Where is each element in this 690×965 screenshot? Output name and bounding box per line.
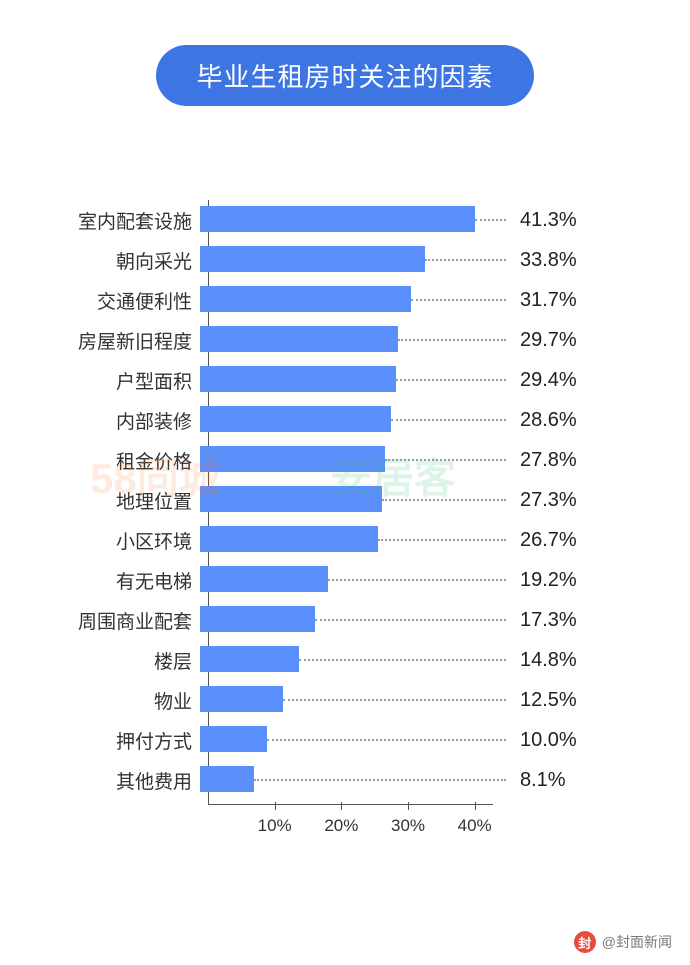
- category-label: 物业: [60, 687, 200, 714]
- value-label: 28.6%: [520, 409, 577, 432]
- bar-row: 朝向采光 33.8%: [60, 240, 640, 280]
- value-label: 27.8%: [520, 449, 577, 472]
- category-label: 有无电梯: [60, 567, 200, 594]
- value-label: 14.8%: [520, 649, 577, 672]
- category-label: 交通便利性: [60, 287, 200, 314]
- value-label: 17.3%: [520, 609, 577, 632]
- value-label: 41.3%: [520, 209, 577, 232]
- value-label: 8.1%: [520, 769, 566, 792]
- category-label: 地理位置: [60, 487, 200, 514]
- bar: [200, 206, 475, 232]
- source-logo: 封: [574, 931, 596, 953]
- leader-line: [398, 339, 506, 341]
- value-label: 27.3%: [520, 489, 577, 512]
- leader-line: [267, 739, 506, 741]
- category-label: 押付方式: [60, 727, 200, 754]
- bar-row: 押付方式 10.0%: [60, 720, 640, 760]
- leader-line: [328, 579, 506, 581]
- bar-row: 房屋新旧程度 29.7%: [60, 320, 640, 360]
- bar-row: 小区环境 26.7%: [60, 520, 640, 560]
- leader-line: [475, 219, 506, 221]
- bar: [200, 446, 385, 472]
- leader-line: [283, 699, 506, 701]
- source-handle: @封面新闻: [602, 932, 672, 952]
- bar: [200, 406, 391, 432]
- leader-line: [425, 259, 506, 261]
- category-label: 室内配套设施: [60, 207, 200, 234]
- bar: [200, 646, 299, 672]
- x-tick: 10%: [258, 802, 292, 836]
- category-label: 其他费用: [60, 767, 200, 794]
- value-label: 10.0%: [520, 729, 577, 752]
- x-tick: 30%: [391, 802, 425, 836]
- bar: [200, 766, 254, 792]
- bar: [200, 726, 267, 752]
- value-label: 19.2%: [520, 569, 577, 592]
- value-label: 29.4%: [520, 369, 577, 392]
- bar: [200, 566, 328, 592]
- leader-line: [385, 459, 506, 461]
- leader-line: [254, 779, 506, 781]
- bar-row: 物业 12.5%: [60, 680, 640, 720]
- value-label: 31.7%: [520, 289, 577, 312]
- chart-title: 毕业生租房时关注的因素: [156, 45, 533, 106]
- x-tick: 20%: [324, 802, 358, 836]
- bar: [200, 686, 283, 712]
- category-label: 房屋新旧程度: [60, 327, 200, 354]
- leader-line: [382, 499, 506, 501]
- bar: [200, 366, 396, 392]
- bar: [200, 526, 378, 552]
- bar-row: 室内配套设施 41.3%: [60, 200, 640, 240]
- leader-line: [378, 539, 506, 541]
- bar-row: 租金价格 27.8%: [60, 440, 640, 480]
- bar-row: 户型面积 29.4%: [60, 360, 640, 400]
- bar-row: 楼层 14.8%: [60, 640, 640, 680]
- bar-chart: 室内配套设施 41.3% 朝向采光 33.8% 交通便利性 31.7% 房屋新旧程度 29.7…: [60, 200, 640, 880]
- bar: [200, 246, 425, 272]
- value-label: 29.7%: [520, 329, 577, 352]
- value-label: 26.7%: [520, 529, 577, 552]
- leader-line: [299, 659, 506, 661]
- x-tick: 40%: [458, 802, 492, 836]
- category-label: 朝向采光: [60, 247, 200, 274]
- bar: [200, 606, 315, 632]
- value-label: 33.8%: [520, 249, 577, 272]
- bar-row: 地理位置 27.3%: [60, 480, 640, 520]
- bar-row: 有无电梯 19.2%: [60, 560, 640, 600]
- bar: [200, 286, 411, 312]
- leader-line: [391, 419, 506, 421]
- category-label: 户型面积: [60, 367, 200, 394]
- bar-row: 其他费用 8.1%: [60, 760, 640, 800]
- category-label: 小区环境: [60, 527, 200, 554]
- bar-row: 内部装修 28.6%: [60, 400, 640, 440]
- value-label: 12.5%: [520, 689, 577, 712]
- category-label: 楼层: [60, 647, 200, 674]
- bar-row: 周围商业配套 17.3%: [60, 600, 640, 640]
- leader-line: [315, 619, 506, 621]
- leader-line: [411, 299, 506, 301]
- leader-line: [396, 379, 506, 381]
- source-footer: 封 @封面新闻: [574, 931, 672, 953]
- category-label: 周围商业配套: [60, 607, 200, 634]
- category-label: 内部装修: [60, 407, 200, 434]
- category-label: 租金价格: [60, 447, 200, 474]
- bar: [200, 326, 398, 352]
- bar: [200, 486, 382, 512]
- bar-row: 交通便利性 31.7%: [60, 280, 640, 320]
